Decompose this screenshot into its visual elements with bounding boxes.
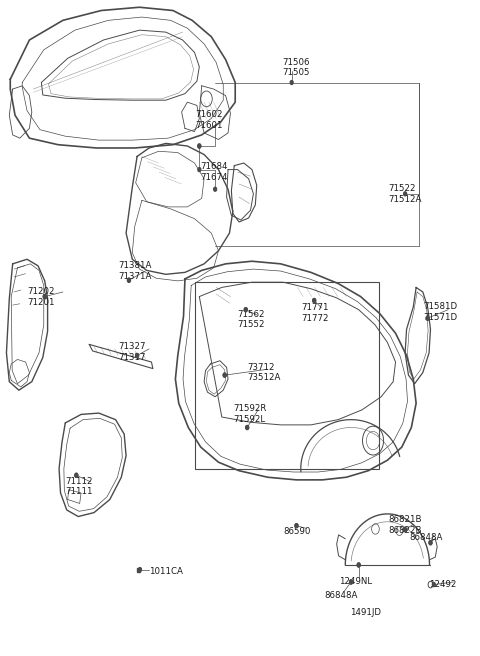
Text: 86590: 86590: [283, 527, 311, 536]
Text: 71581D
71571D: 71581D 71571D: [423, 302, 457, 322]
Text: 1249NL: 1249NL: [338, 577, 372, 586]
Circle shape: [349, 580, 352, 584]
Circle shape: [139, 567, 142, 571]
Circle shape: [404, 527, 407, 531]
Text: 12492: 12492: [429, 580, 456, 589]
Text: 71327
71317: 71327 71317: [118, 342, 145, 362]
Text: 71592R
71592L: 71592R 71592L: [234, 404, 267, 424]
Circle shape: [244, 308, 247, 312]
Circle shape: [223, 373, 226, 377]
Circle shape: [246, 426, 249, 430]
Text: 71112
71111: 71112 71111: [65, 476, 93, 497]
Circle shape: [214, 187, 216, 191]
Circle shape: [313, 298, 316, 302]
Text: 71684
71674: 71684 71674: [200, 162, 228, 182]
Circle shape: [429, 541, 432, 544]
Circle shape: [404, 192, 407, 195]
Circle shape: [198, 144, 201, 148]
Text: 71562
71552: 71562 71552: [237, 310, 264, 329]
Bar: [194, 282, 379, 469]
Circle shape: [357, 563, 360, 567]
Circle shape: [313, 298, 316, 302]
Circle shape: [404, 527, 407, 531]
Circle shape: [429, 541, 432, 544]
Text: 71771
71772: 71771 71772: [301, 303, 329, 323]
Circle shape: [75, 474, 78, 478]
Circle shape: [295, 523, 298, 527]
Text: 1011CA: 1011CA: [149, 567, 183, 576]
Circle shape: [432, 583, 435, 586]
Circle shape: [198, 144, 201, 148]
Circle shape: [136, 354, 139, 358]
Bar: [137, 568, 140, 572]
Circle shape: [128, 278, 131, 282]
Text: 73712
73512A: 73712 73512A: [247, 363, 280, 382]
Circle shape: [136, 354, 139, 358]
Circle shape: [43, 295, 46, 298]
Text: 71381A
71371A: 71381A 71371A: [118, 261, 151, 281]
Text: 86848A: 86848A: [409, 533, 443, 542]
Circle shape: [223, 373, 226, 377]
Circle shape: [246, 426, 249, 430]
Circle shape: [426, 316, 429, 320]
Circle shape: [43, 295, 46, 298]
Circle shape: [128, 278, 131, 282]
Text: 1491JD: 1491JD: [350, 608, 381, 617]
Text: 71202
71201: 71202 71201: [27, 287, 55, 307]
Text: 86848A: 86848A: [324, 591, 358, 600]
Circle shape: [198, 168, 201, 172]
Circle shape: [357, 563, 360, 567]
Text: 71506
71505: 71506 71505: [283, 58, 310, 77]
Circle shape: [349, 580, 352, 584]
Circle shape: [244, 308, 247, 312]
Circle shape: [426, 316, 429, 320]
Circle shape: [290, 81, 293, 85]
Circle shape: [295, 523, 298, 527]
Text: 71522
71512A: 71522 71512A: [388, 184, 422, 203]
Circle shape: [75, 474, 78, 478]
Text: 86821B
86822B: 86821B 86822B: [388, 515, 422, 535]
Text: 71602
71601: 71602 71601: [195, 110, 223, 130]
